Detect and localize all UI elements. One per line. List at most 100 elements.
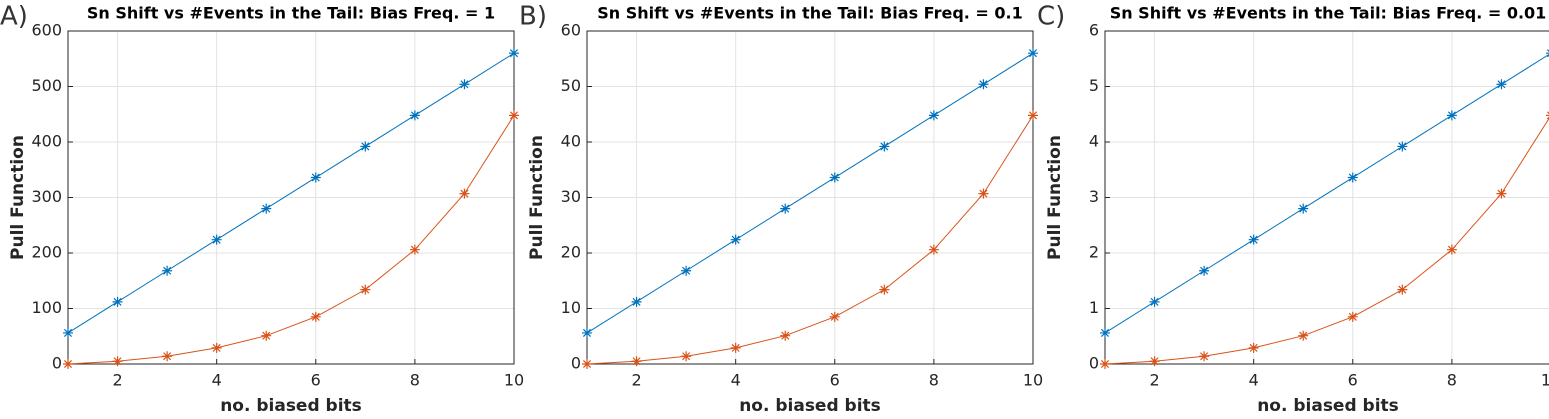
marker: [978, 79, 989, 90]
marker: [879, 284, 890, 295]
marker: [459, 188, 470, 199]
marker: [409, 110, 420, 121]
marker: [829, 172, 840, 183]
series-line: [586, 115, 1034, 365]
y-tick-label: 400: [31, 132, 62, 151]
marker: [63, 359, 73, 369]
y-tick-label: 40: [561, 132, 581, 151]
y-tick-label: 6: [1089, 21, 1099, 40]
marker: [310, 311, 321, 322]
marker: [631, 296, 642, 307]
marker: [360, 141, 371, 152]
y-tick-label: 0: [1089, 354, 1099, 373]
y-tick-label: 50: [561, 76, 581, 95]
y-tick-label: 3: [1089, 187, 1099, 206]
x-tick-label: 10: [1541, 371, 1549, 390]
marker: [928, 110, 939, 121]
axes-box: [586, 30, 1034, 365]
series-line: [586, 52, 1034, 334]
marker: [879, 141, 890, 152]
x-tick-label: 4: [1249, 371, 1259, 390]
marker: [211, 342, 222, 353]
marker: [582, 327, 592, 338]
marker: [409, 244, 420, 255]
y-tick-label: 20: [561, 243, 581, 262]
marker: [1100, 359, 1110, 369]
marker: [1028, 110, 1038, 121]
marker: [978, 188, 989, 199]
marker: [162, 351, 173, 362]
marker: [1397, 284, 1408, 295]
y-tick-label: 4: [1089, 132, 1099, 151]
marker: [211, 234, 222, 245]
marker: [681, 265, 692, 276]
series-line: [67, 52, 515, 334]
x-tick-label: 10: [1023, 371, 1043, 390]
y-tick-label: 500: [31, 76, 62, 95]
y-axis-label: Pull Function: [527, 135, 547, 260]
x-axis-label: no. biased bits: [739, 396, 881, 416]
marker: [1248, 342, 1259, 353]
marker: [1347, 172, 1358, 183]
marker: [730, 342, 741, 353]
y-tick-label: 2: [1089, 243, 1099, 262]
marker: [780, 203, 791, 214]
marker: [829, 311, 840, 322]
marker: [730, 234, 741, 245]
chart-title: Sn Shift vs #Events in the Tail: Bias Fr…: [1110, 4, 1547, 23]
panel-label: C): [1037, 2, 1065, 32]
x-tick-label: 2: [631, 371, 641, 390]
x-axis-label: no. biased bits: [1257, 396, 1399, 416]
marker: [112, 356, 123, 367]
marker: [1496, 188, 1507, 199]
marker: [63, 327, 73, 338]
y-axis-label: Pull Function: [1045, 135, 1065, 260]
marker: [1028, 48, 1038, 59]
marker: [1446, 244, 1457, 255]
marker: [261, 203, 272, 214]
marker: [1149, 296, 1160, 307]
marker: [1149, 356, 1160, 367]
marker: [1199, 351, 1210, 362]
y-tick-label: 100: [31, 298, 62, 317]
marker: [459, 79, 470, 90]
marker: [1199, 265, 1210, 276]
x-tick-label: 8: [1447, 371, 1457, 390]
x-tick-label: 4: [212, 371, 222, 390]
x-tick-label: 2: [112, 371, 122, 390]
marker: [310, 172, 321, 183]
marker: [1248, 234, 1259, 245]
y-tick-label: 600: [31, 21, 62, 40]
y-tick-label: 0: [52, 354, 62, 373]
marker: [509, 48, 519, 59]
y-tick-label: 0: [571, 354, 581, 373]
marker: [112, 296, 123, 307]
x-tick-label: 8: [410, 371, 420, 390]
marker: [360, 284, 371, 295]
marker: [509, 110, 519, 121]
marker: [261, 330, 272, 341]
panel-label: B): [519, 2, 547, 32]
axes-box: [67, 30, 515, 365]
axes-box: [1104, 30, 1549, 365]
chart-title: Sn Shift vs #Events in the Tail: Bias Fr…: [597, 4, 1022, 23]
series-line: [67, 115, 515, 365]
marker: [1446, 110, 1457, 121]
y-tick-label: 300: [31, 187, 62, 206]
marker: [631, 356, 642, 367]
x-tick-label: 2: [1149, 371, 1159, 390]
marker: [1496, 79, 1507, 90]
marker: [681, 351, 692, 362]
series-line: [1104, 117, 1549, 365]
marker: [1100, 327, 1110, 338]
x-tick-label: 6: [1348, 371, 1358, 390]
y-tick-label: 200: [31, 243, 62, 262]
x-tick-label: 8: [929, 371, 939, 390]
y-axis-label: Pull Function: [8, 135, 28, 260]
marker: [162, 265, 173, 276]
y-tick-label: 5: [1089, 76, 1099, 95]
marker: [1397, 141, 1408, 152]
panel-label: A): [0, 2, 28, 32]
x-axis-label: no. biased bits: [220, 396, 362, 416]
